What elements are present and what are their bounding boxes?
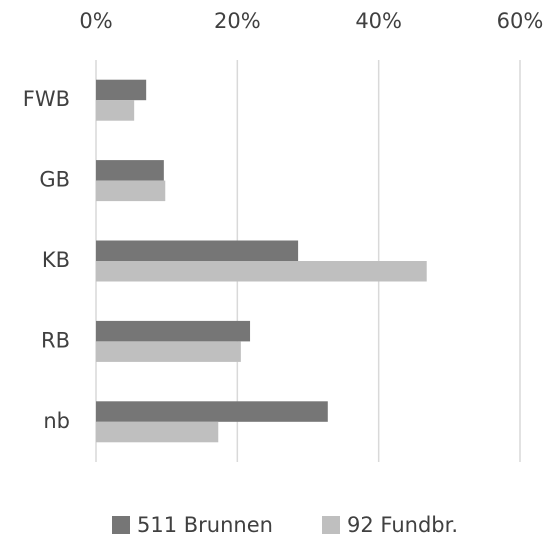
bar: [96, 100, 135, 121]
x-tick-label: 60%: [497, 9, 544, 33]
y-tick-label: nb: [43, 409, 70, 433]
bar: [96, 240, 299, 261]
x-tick-label: 20%: [214, 9, 261, 33]
y-tick-label: GB: [39, 168, 70, 192]
x-tick-label: 0%: [79, 9, 112, 33]
legend-label: 511 Brunnen: [137, 513, 273, 537]
bar: [96, 79, 147, 101]
y-tick-label: FWB: [23, 87, 70, 111]
x-tick-label: 40%: [355, 9, 402, 33]
bar: [96, 401, 328, 422]
bar: [96, 320, 251, 342]
bar: [96, 180, 166, 202]
y-tick-label: KB: [42, 248, 70, 272]
legend-swatch: [112, 516, 130, 534]
bar: [96, 341, 241, 362]
bar: [96, 421, 219, 443]
bar: [96, 261, 427, 282]
bar: [96, 160, 164, 181]
legend-label: 92 Fundbr.: [347, 513, 458, 537]
y-tick-label: RB: [41, 328, 70, 352]
legend-swatch: [322, 516, 340, 534]
